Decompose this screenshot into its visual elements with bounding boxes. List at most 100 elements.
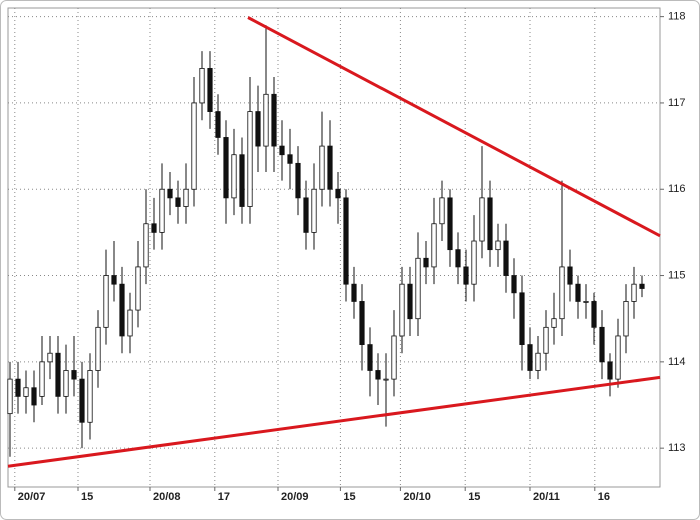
x-tick-label: 20/08: [153, 491, 181, 503]
candle-body: [519, 292, 525, 345]
x-tick-label: 17: [218, 491, 230, 503]
x-tick-label: 20/07: [18, 491, 46, 503]
trend-line: [247, 16, 661, 238]
candle-body: [23, 387, 29, 397]
x-tick-label: 20/09: [281, 491, 309, 503]
candle-body: [623, 301, 629, 337]
candle-body: [119, 283, 125, 337]
candle-body: [47, 352, 53, 363]
candle-body: [463, 266, 469, 285]
candle-body: [55, 352, 61, 397]
candle-body: [583, 301, 589, 303]
candle-body: [175, 197, 181, 207]
candle-body: [527, 344, 533, 371]
candle-body: [447, 197, 453, 251]
candle-body: [7, 378, 13, 415]
candle-body: [159, 188, 165, 233]
candle-body: [503, 240, 509, 276]
candle-body: [263, 93, 269, 147]
candle-body: [407, 283, 413, 320]
candle-body: [223, 137, 229, 199]
candle-body: [415, 257, 421, 320]
candle-body: [567, 266, 573, 285]
candle-body: [487, 197, 493, 251]
candle-body: [479, 197, 485, 242]
candle-body: [111, 275, 117, 285]
candle-body: [39, 361, 45, 397]
candle-body: [87, 370, 93, 423]
candle-body: [239, 154, 245, 207]
candle-body: [367, 344, 373, 371]
y-tick-label: 117: [668, 97, 686, 109]
candle-body: [199, 68, 205, 104]
candle-body: [455, 249, 461, 268]
candle-body: [343, 197, 349, 285]
y-tick-label: 114: [668, 356, 686, 368]
candle-body: [495, 240, 501, 251]
candle-body: [399, 283, 405, 337]
candle-body: [127, 309, 133, 337]
candle-body: [639, 283, 645, 289]
candle-body: [151, 223, 157, 233]
candle-body: [559, 266, 565, 320]
candle-body: [311, 188, 317, 233]
candle-body: [71, 370, 77, 380]
candle-body: [439, 197, 445, 225]
candle-body: [335, 188, 341, 199]
candle-body: [383, 378, 389, 381]
x-tick-label: 16: [598, 491, 610, 503]
y-tick-label: 118: [668, 11, 686, 23]
candle-body: [247, 111, 253, 207]
candle-body: [543, 326, 549, 354]
x-tick-label: 20/10: [403, 491, 431, 503]
x-tick-label: 15: [81, 491, 93, 503]
candle-body: [215, 111, 221, 138]
candle-body: [279, 145, 285, 156]
candle-body: [191, 102, 197, 190]
candle-body: [607, 361, 613, 380]
candle-body: [63, 370, 69, 397]
trend-line: [7, 375, 661, 468]
candle-body: [287, 154, 293, 164]
candle-body: [615, 335, 621, 380]
candle-body: [319, 145, 325, 190]
candle-body: [15, 378, 21, 397]
candle-body: [375, 370, 381, 380]
plot-area: [7, 7, 661, 488]
candle-body: [143, 223, 149, 268]
candle-body: [431, 223, 437, 268]
x-tick-label: 15: [468, 491, 480, 503]
candle-body: [95, 326, 101, 371]
candle-body: [31, 387, 37, 406]
candle-body: [303, 197, 309, 233]
x-tick-label: 15: [343, 491, 355, 503]
candle-body: [359, 301, 365, 345]
candle-body: [183, 188, 189, 207]
y-tick-label: 115: [668, 269, 686, 281]
candle-body: [423, 257, 429, 268]
candle-body: [255, 111, 261, 147]
grid: [8, 8, 664, 491]
candle-body: [551, 318, 557, 328]
candle-body: [79, 378, 85, 423]
candle-body: [135, 266, 141, 311]
candle-body: [231, 154, 237, 199]
candle-body: [351, 283, 357, 302]
labels: 113 114 115 116 117 118 20/07 15 20/08 17 20/09 15 2…: [18, 11, 686, 503]
candle-body: [631, 283, 637, 302]
candle-body: [599, 326, 605, 363]
candle-body: [471, 240, 477, 285]
marks: [7, 16, 661, 468]
candle-body: [327, 145, 333, 190]
candle-body: [391, 335, 397, 380]
x-tick-label: 20/11: [533, 491, 560, 503]
y-tick-label: 113: [668, 442, 686, 454]
candle-body: [167, 188, 173, 199]
candle-body: [271, 93, 277, 147]
candle-body: [103, 275, 109, 328]
candle-body: [535, 352, 541, 371]
candle-body: [511, 275, 517, 294]
candle-body: [295, 162, 301, 199]
y-tick-label: 116: [668, 183, 686, 195]
